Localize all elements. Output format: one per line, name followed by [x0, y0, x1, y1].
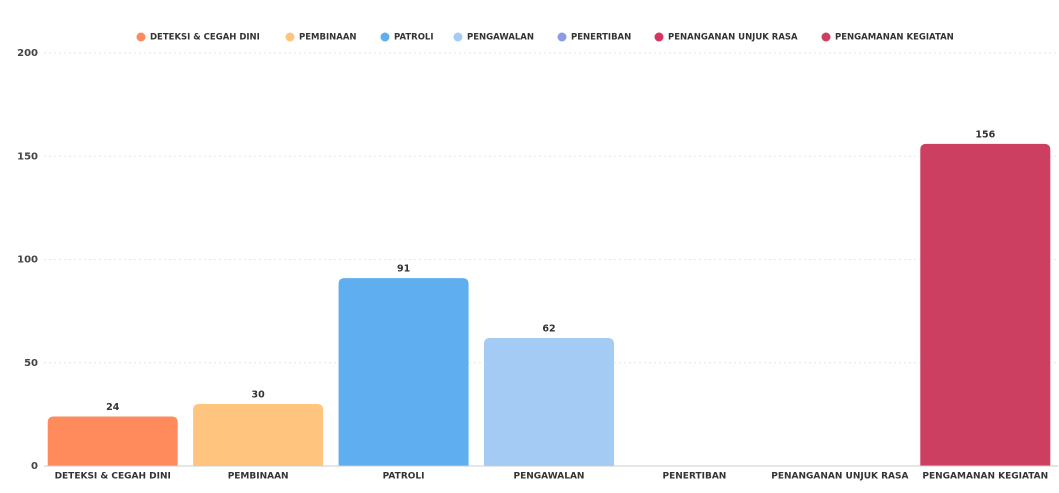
y-tick-label: 200 — [17, 48, 38, 59]
legend-label: PENERTIBAN — [571, 33, 631, 43]
bar — [920, 143, 1051, 467]
y-tick-label: 50 — [24, 358, 38, 369]
x-tick-label: PEMBINAAN — [228, 472, 289, 482]
value-label: 62 — [542, 323, 555, 334]
x-tick-label: PENGAMANAN KEGIATAN — [922, 472, 1048, 482]
legend-marker — [453, 32, 463, 42]
x-tick-label: PENANGANAN UNJUK RASA — [771, 472, 908, 482]
bar — [47, 416, 178, 466]
legend-label: PENGAMANAN KEGIATAN — [835, 33, 954, 43]
y-tick-label: 150 — [17, 151, 38, 162]
legend-marker — [654, 32, 664, 42]
x-tick-label: PATROLI — [383, 472, 425, 482]
x-tick-label: DETEKSI & CEGAH DINI — [55, 472, 171, 482]
legend-label: PATROLI — [394, 33, 434, 43]
legend-label: PENANGANAN UNJUK RASA — [668, 33, 798, 43]
legend-marker — [136, 32, 146, 42]
legend-label: DETEKSI & CEGAH DINI — [150, 33, 260, 43]
bar — [338, 278, 469, 466]
y-tick-label: 0 — [31, 461, 38, 472]
value-label: 156 — [975, 129, 995, 140]
legend-marker — [821, 32, 831, 42]
legend-marker — [380, 32, 390, 42]
x-tick-label: PENERTIBAN — [663, 472, 727, 482]
legend-label: PEMBINAAN — [299, 33, 357, 43]
legend-label: PENGAWALAN — [467, 33, 534, 43]
legend-marker — [557, 32, 567, 42]
value-label: 30 — [252, 390, 266, 401]
legend-marker — [285, 32, 295, 42]
value-label: 24 — [106, 402, 120, 413]
y-tick-label: 100 — [17, 255, 38, 266]
value-label: 91 — [397, 264, 410, 275]
bar — [193, 404, 324, 466]
bar — [484, 337, 614, 466]
x-tick-label: PENGAWALAN — [514, 472, 585, 482]
